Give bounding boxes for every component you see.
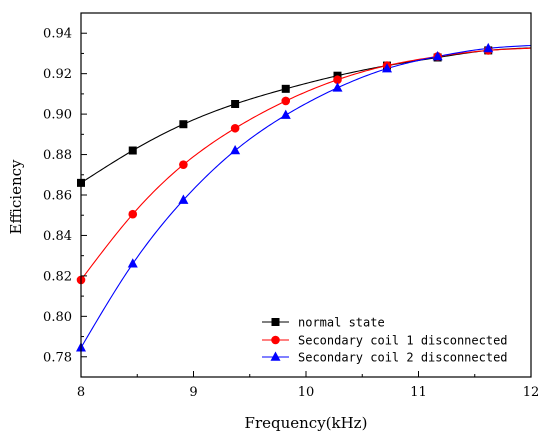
legend-label-1: normal state <box>298 316 385 330</box>
x-tick-label: 11 <box>410 385 427 400</box>
x-tick-label: 12 <box>523 385 540 400</box>
data-point-normal-state <box>281 84 290 93</box>
tick-labels: 8 9 10 11 12 0.78 0.80 0.82 0.84 0.86 0.88 0.90 0.92… <box>43 27 539 400</box>
x-axis-title: Frequency(kHz) <box>245 414 368 432</box>
series-line-2 <box>80 47 532 281</box>
series-line-1 <box>80 47 532 184</box>
y-tick-label: 0.78 <box>43 350 72 365</box>
data-point-coil-2-disconnected <box>382 63 392 73</box>
legend-label-2: Secondary coil 1 disconnected <box>298 334 508 348</box>
data-point-normal-state <box>179 120 188 129</box>
axes <box>80 12 532 378</box>
data-point-coil-2-disconnected <box>332 82 343 92</box>
x-tick-label: 10 <box>298 385 315 400</box>
legend: normal state Secondary coil 1 disconnecte… <box>262 316 508 365</box>
series-curves <box>80 44 532 348</box>
legend-marker-circle <box>271 335 280 345</box>
data-point-coil-2-disconnected <box>178 194 189 204</box>
data-point-coil-2-disconnected <box>432 50 443 61</box>
legend-marker-triangle <box>270 351 281 361</box>
data-point-coil-1-disconnected <box>128 209 138 219</box>
data-point-coil-1-disconnected <box>179 160 188 169</box>
data-point-coil-1-disconnected <box>333 75 342 85</box>
data-point-normal-state <box>128 146 137 155</box>
y-tick-label: 0.86 <box>43 189 72 204</box>
x-tick-label: 8 <box>77 385 85 400</box>
y-tick-label: 0.92 <box>43 67 72 82</box>
legend-label-3: Secondary coil 2 disconnected <box>298 351 508 365</box>
y-tick-label: 0.82 <box>43 269 72 284</box>
data-point-coil-1-disconnected <box>230 123 240 133</box>
y-tick-label: 0.90 <box>43 108 72 123</box>
legend-marker-square <box>271 318 280 326</box>
data-point-coil-2-disconnected <box>127 258 138 268</box>
series-line-3 <box>80 44 532 348</box>
y-axis-title: Efficiency <box>7 159 25 235</box>
data-point-normal-state <box>231 100 240 108</box>
data-point-coil-1-disconnected <box>281 96 291 106</box>
y-tick-label: 0.88 <box>43 148 72 163</box>
data-point-coil-2-disconnected <box>230 145 241 155</box>
data-point-coil-2-disconnected <box>280 109 291 119</box>
y-tick-label: 0.80 <box>43 310 72 325</box>
x-tick-label: 9 <box>189 385 197 400</box>
series-markers <box>76 42 494 352</box>
y-tick-label: 0.84 <box>43 229 72 244</box>
y-tick-label: 0.94 <box>43 27 72 42</box>
data-point-coil-2-disconnected <box>483 42 494 53</box>
